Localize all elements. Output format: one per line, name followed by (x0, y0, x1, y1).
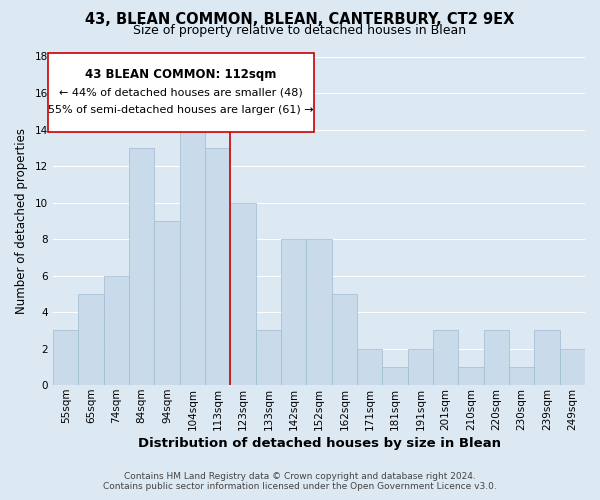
Bar (256, 330, 281, 385)
Bar (129, 148, 154, 385)
Bar (535, 330, 560, 385)
Bar (104, 276, 129, 385)
Bar (281, 239, 307, 385)
Bar (407, 348, 433, 385)
Bar (382, 367, 407, 385)
Text: 43, BLEAN COMMON, BLEAN, CANTERBURY, CT2 9EX: 43, BLEAN COMMON, BLEAN, CANTERBURY, CT2… (85, 12, 515, 28)
FancyBboxPatch shape (48, 53, 314, 132)
Bar (205, 148, 230, 385)
Text: 55% of semi-detached houses are larger (61) →: 55% of semi-detached houses are larger (… (48, 105, 314, 115)
Text: ← 44% of detached houses are smaller (48): ← 44% of detached houses are smaller (48… (59, 88, 302, 98)
X-axis label: Distribution of detached houses by size in Blean: Distribution of detached houses by size … (137, 437, 500, 450)
Bar (230, 202, 256, 385)
Bar (154, 221, 180, 385)
Y-axis label: Number of detached properties: Number of detached properties (15, 128, 28, 314)
Bar (332, 294, 357, 385)
Bar (458, 367, 484, 385)
Bar (509, 367, 535, 385)
Text: Contains HM Land Registry data © Crown copyright and database right 2024.: Contains HM Land Registry data © Crown c… (124, 472, 476, 481)
Bar (79, 294, 104, 385)
Text: Size of property relative to detached houses in Blean: Size of property relative to detached ho… (133, 24, 467, 37)
Bar (180, 130, 205, 385)
Bar (357, 348, 382, 385)
Bar (307, 239, 332, 385)
Bar (53, 330, 79, 385)
Text: 43 BLEAN COMMON: 112sqm: 43 BLEAN COMMON: 112sqm (85, 68, 277, 81)
Bar (560, 348, 585, 385)
Bar (484, 330, 509, 385)
Bar (433, 330, 458, 385)
Text: Contains public sector information licensed under the Open Government Licence v3: Contains public sector information licen… (103, 482, 497, 491)
